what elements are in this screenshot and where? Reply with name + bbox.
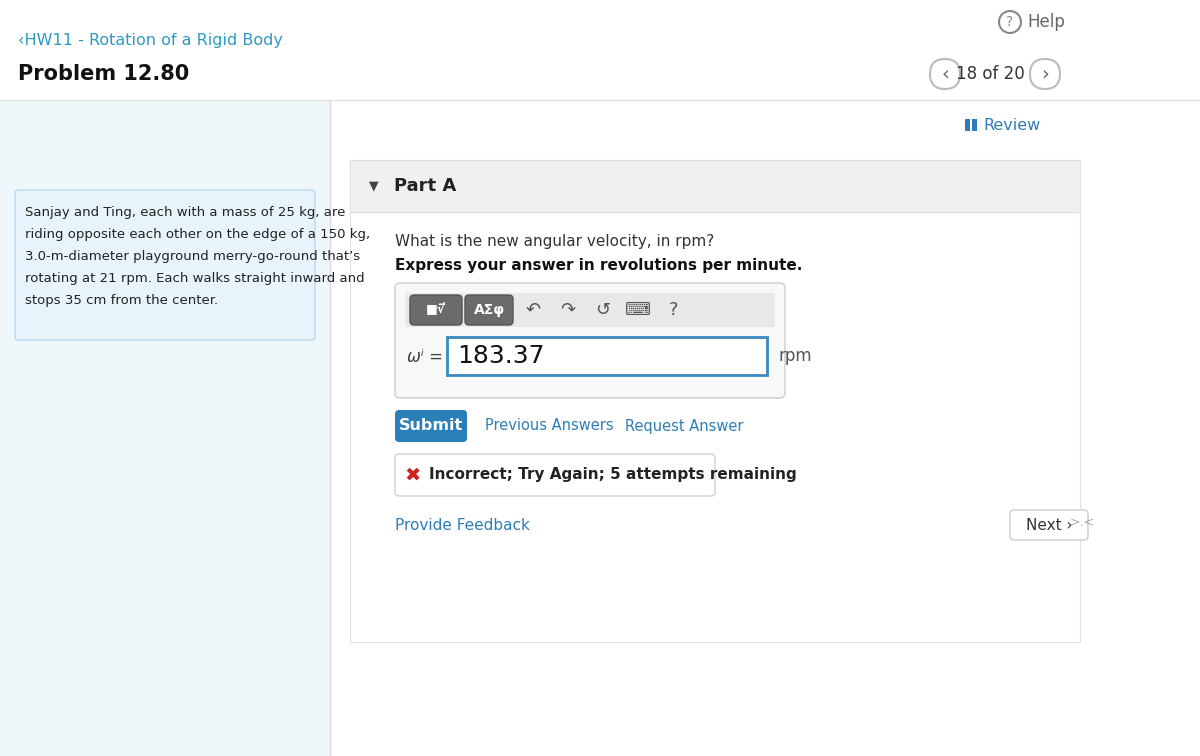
Bar: [965, 119, 970, 131]
Text: Provide Feedback: Provide Feedback: [395, 519, 530, 534]
Text: Part A: Part A: [394, 177, 456, 195]
Text: Next ›: Next ›: [1026, 518, 1073, 532]
Text: Review: Review: [983, 119, 1040, 134]
Bar: [350, 160, 1080, 212]
Bar: [0, 0, 1200, 100]
Text: ↺: ↺: [595, 301, 611, 319]
Text: Problem 12.80: Problem 12.80: [18, 64, 190, 84]
Text: ■√̅: ■√̅: [426, 303, 446, 317]
Text: Submit: Submit: [398, 419, 463, 433]
Text: Express your answer in revolutions per minute.: Express your answer in revolutions per m…: [395, 258, 803, 273]
FancyBboxPatch shape: [14, 190, 314, 340]
Text: ωⁱ =: ωⁱ =: [407, 348, 443, 366]
Text: riding opposite each other on the edge of a 150 kg,: riding opposite each other on the edge o…: [25, 228, 370, 241]
Text: rotating at 21 rpm. Each walks straight inward and: rotating at 21 rpm. Each walks straight …: [25, 272, 365, 285]
Bar: [406, 293, 775, 327]
Text: ?: ?: [668, 301, 678, 319]
Text: Previous Answers: Previous Answers: [485, 419, 613, 433]
Text: Request Answer: Request Answer: [625, 419, 744, 433]
Text: 183.37: 183.37: [457, 344, 545, 368]
Text: rpm: rpm: [779, 347, 812, 365]
FancyBboxPatch shape: [1010, 510, 1088, 540]
FancyBboxPatch shape: [930, 59, 960, 89]
FancyBboxPatch shape: [395, 410, 467, 442]
Text: ‹: ‹: [941, 64, 949, 83]
Bar: [0, 100, 330, 756]
Text: ›: ›: [1042, 64, 1049, 83]
Text: ↷: ↷: [560, 301, 576, 319]
Text: ⌨: ⌨: [625, 301, 650, 319]
Text: What is the new angular velocity, in rpm?: What is the new angular velocity, in rpm…: [395, 234, 714, 249]
Text: ‹HW11 - Rotation of a Rigid Body: ‹HW11 - Rotation of a Rigid Body: [18, 33, 283, 48]
FancyBboxPatch shape: [466, 295, 514, 325]
Text: AΣφ: AΣφ: [474, 303, 504, 317]
FancyBboxPatch shape: [395, 283, 785, 398]
Bar: [350, 212, 1080, 642]
FancyBboxPatch shape: [410, 295, 462, 325]
Text: Incorrect; Try Again; 5 attempts remaining: Incorrect; Try Again; 5 attempts remaini…: [430, 467, 797, 482]
Text: ✖: ✖: [404, 466, 421, 485]
Text: Sanjay and Ting, each with a mass of 25 kg, are: Sanjay and Ting, each with a mass of 25 …: [25, 206, 346, 219]
Bar: [446, 337, 767, 375]
Text: 18 of 20: 18 of 20: [955, 65, 1025, 83]
Text: Help: Help: [1027, 13, 1064, 31]
Bar: [972, 119, 977, 131]
Text: stops 35 cm from the center.: stops 35 cm from the center.: [25, 294, 218, 307]
Text: ↶: ↶: [526, 301, 540, 319]
Text: >.<: >.<: [1069, 516, 1094, 529]
FancyBboxPatch shape: [395, 454, 715, 496]
Text: 3.0-m-diameter playground merry-go-round that’s: 3.0-m-diameter playground merry-go-round…: [25, 250, 360, 263]
Text: ?: ?: [1007, 15, 1014, 29]
FancyBboxPatch shape: [1030, 59, 1060, 89]
Text: ▼: ▼: [370, 179, 379, 193]
